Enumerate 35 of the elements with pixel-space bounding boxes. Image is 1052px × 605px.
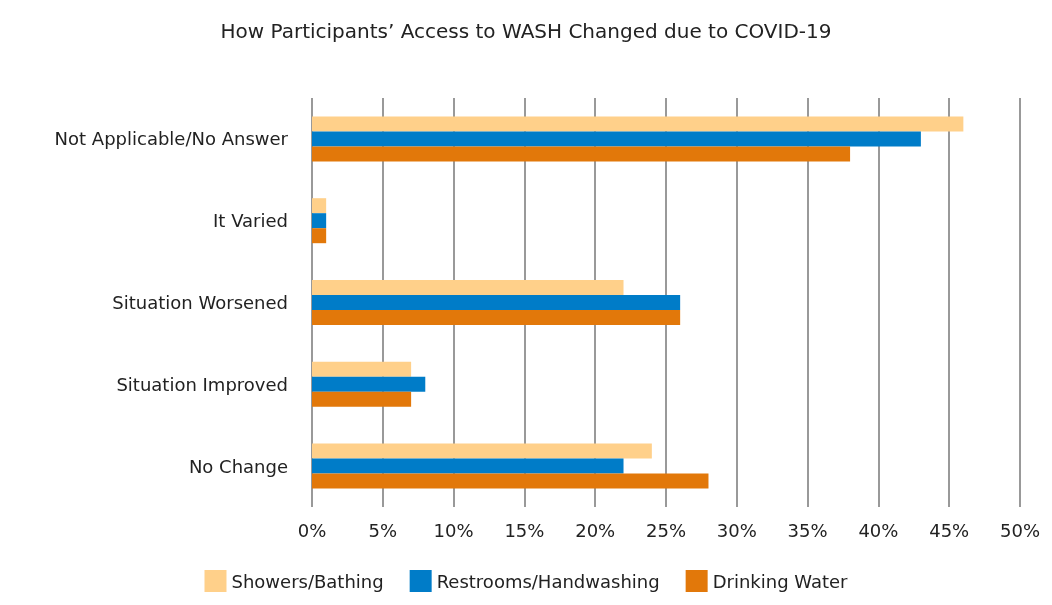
bar [312, 213, 327, 229]
bar [312, 198, 327, 214]
bar [312, 116, 964, 132]
bar [312, 310, 681, 325]
y-tick-label: Not Applicable/No Answer [54, 128, 289, 150]
legend-label: Restrooms/Handwashing [436, 570, 660, 592]
bar [312, 361, 412, 377]
x-tick-label: 0% [297, 519, 327, 541]
bar [312, 443, 652, 459]
legend-label: Drinking Water [712, 570, 849, 592]
x-tick-label: 10% [433, 519, 474, 541]
y-tick-label: It Varied [213, 210, 288, 232]
x-tick-label: 35% [787, 519, 828, 541]
x-tick-label: 30% [716, 519, 757, 541]
x-tick-label: 15% [504, 519, 545, 541]
bar [312, 280, 624, 295]
x-tick-label: 5% [368, 519, 398, 541]
legend-label: Showers/Bathing [231, 570, 384, 592]
y-tick-label: Situation Worsened [112, 292, 288, 313]
bar [312, 391, 412, 407]
bar [312, 146, 851, 162]
x-tick-label: 40% [858, 519, 899, 541]
y-tick-label: Situation Improved [116, 373, 288, 395]
x-tick-label: 25% [645, 519, 687, 541]
x-tick-label: 50% [999, 519, 1041, 541]
bar [312, 376, 426, 392]
bar [312, 131, 921, 147]
x-tick-label: 20% [575, 519, 616, 541]
chart-title: How Participants’ Access to WASH Changed due to COVID-19 [220, 19, 832, 43]
bar [312, 473, 709, 489]
bar [312, 228, 327, 244]
bar [312, 295, 681, 310]
x-tick-label: 45% [929, 519, 970, 541]
bar [312, 458, 624, 474]
y-tick-label: No Change [188, 455, 288, 477]
